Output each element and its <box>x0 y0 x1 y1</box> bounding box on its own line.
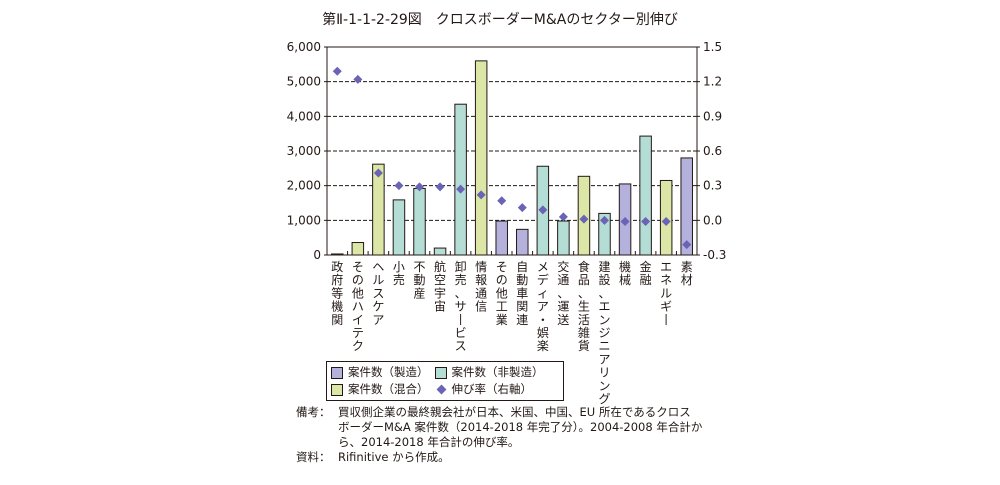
bar <box>413 187 426 256</box>
y-right-tick-label: 1.5 <box>703 40 722 54</box>
growth-point <box>538 205 548 215</box>
growth-point <box>661 216 671 226</box>
bar <box>557 220 570 256</box>
category-label: 建設、エンジニアリング <box>598 260 610 406</box>
remarks-line: ボーダーM&A 案件数（2014-2018 年完了分）。2004-2008 年合… <box>338 420 703 434</box>
legend-diamond-icon <box>436 384 446 395</box>
y-left-tick-label: 2,000 <box>287 179 321 193</box>
bar <box>639 135 652 256</box>
legend: 案件数（製造） 案件数（非製造） 案件数（混合） 伸び率（右軸） <box>326 361 564 401</box>
y-left-tick-label: 5,000 <box>287 75 321 89</box>
y-right-tick-label: 0.3 <box>703 179 722 193</box>
growth-point <box>332 66 342 76</box>
legend-label: 伸び率（右軸） <box>451 382 533 396</box>
remarks-head: 備考： <box>296 405 331 419</box>
legend-item-growth: 伸び率（右軸） <box>435 381 533 398</box>
category-label: 食品、生活雑貨 <box>578 259 590 353</box>
y-right-tick-label: 0.0 <box>703 213 722 227</box>
remarks-line: ら、2014-2018 年合計の伸び率。 <box>338 435 520 449</box>
y-left-tick-label: 0 <box>313 248 321 262</box>
y-left-tick-label: 3,000 <box>287 144 321 158</box>
bar <box>454 103 467 256</box>
bar <box>474 60 488 256</box>
axes <box>324 46 700 256</box>
category-label: ヘルスケア <box>372 260 384 327</box>
y-right-tick-label: 0.9 <box>703 109 722 123</box>
category-label: 不動産 <box>413 260 425 300</box>
legend-item-mfg: 案件数（製造） <box>331 364 429 381</box>
category-label: 金融 <box>640 259 652 287</box>
growth-point <box>579 214 589 224</box>
category-label: 情報通信 <box>475 260 487 314</box>
y-left-tick-label: 6,000 <box>287 40 321 54</box>
legend-item-non-mfg: 案件数（非製造） <box>434 364 544 381</box>
y-right-tick-label: -0.3 <box>703 248 726 262</box>
y-right-tick-label: 1.2 <box>703 75 722 89</box>
legend-swatch-mixed <box>331 383 343 396</box>
legend-label: 案件数（混合） <box>348 382 429 396</box>
legend-label: 案件数（製造） <box>348 365 429 379</box>
growth-points <box>332 66 692 250</box>
category-label: エネルギ丨 <box>660 260 672 327</box>
source-text: Rifinitive から作成。 <box>338 450 450 464</box>
legend-label: 案件数（非製造） <box>451 365 544 379</box>
growth-point <box>435 182 445 192</box>
labels: 0 1,000 2,000 3,000 4,000 5,000 6,000 -0.3 0.0 0.… <box>287 40 727 406</box>
gridlines <box>327 81 697 221</box>
legend-item-mixed: 案件数（混合） <box>331 381 429 398</box>
source-head: 資料： <box>296 450 331 464</box>
category-label: その他工業 <box>496 260 508 327</box>
growth-point <box>456 184 466 194</box>
category-label: 小売 <box>393 260 405 287</box>
category-label: 素材 <box>681 260 693 287</box>
chart-title: 第Ⅱ-1-1-2-29図 クロスボーダーM&Aのセクター別伸び <box>322 12 678 28</box>
category-label: その他ハイテク <box>352 260 364 353</box>
growth-point <box>600 215 609 225</box>
category-label: メディア・娯楽 <box>537 260 549 353</box>
growth-point <box>682 240 692 250</box>
category-label: 政府等機関 <box>331 260 343 327</box>
bars <box>331 60 693 256</box>
growth-point <box>476 190 486 200</box>
category-label: 機械 <box>619 259 631 287</box>
category-label: 卸売、サ丨ビス <box>455 259 467 353</box>
notes: 備考： 買収側企業の最終親会社が日本、米国、中国、EU 所在であるクロス ボーダ… <box>296 405 726 465</box>
bar <box>495 220 508 256</box>
bar <box>516 228 529 256</box>
growth-point <box>517 203 527 213</box>
bar <box>433 247 447 256</box>
growth-point <box>497 196 507 206</box>
growth-point <box>641 216 651 226</box>
bar <box>351 242 365 256</box>
category-label: 航空宇宙 <box>434 259 446 314</box>
growth-point <box>415 182 424 192</box>
category-label: 交通、運送 <box>557 259 569 327</box>
remarks-line: 買収側企業の最終親会社が日本、米国、中国、EU 所在であるクロス <box>338 405 691 419</box>
legend-swatch-non-mfg <box>434 366 447 379</box>
y-left-tick-label: 1,000 <box>287 213 321 227</box>
category-label: 自動車関連 <box>516 260 528 327</box>
growth-point <box>373 168 383 178</box>
y-left-tick-label: 4,000 <box>287 109 321 123</box>
legend-swatch-mfg <box>331 366 343 379</box>
y-right-tick-label: 0.6 <box>703 144 722 158</box>
bar <box>392 199 406 256</box>
growth-point <box>353 74 363 84</box>
growth-point <box>558 212 568 222</box>
growth-point <box>394 181 404 191</box>
growth-point <box>620 216 630 226</box>
bar <box>372 163 385 256</box>
